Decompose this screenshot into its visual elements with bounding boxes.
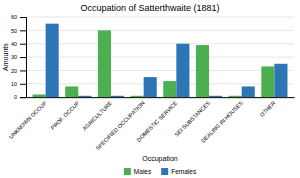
legend-swatch bbox=[124, 168, 131, 175]
bar bbox=[209, 96, 222, 97]
y-tick-label: 40 bbox=[11, 41, 17, 47]
y-axis-title: Amounts bbox=[2, 43, 9, 71]
y-tick-mark bbox=[20, 97, 26, 98]
x-tick: AGRICULTURE bbox=[81, 100, 113, 132]
legend-item: Females bbox=[161, 168, 197, 175]
bar bbox=[176, 44, 189, 97]
plot: 0 10 20 30 40 50 60 UNKNOWN OCCUPPROF. OCCUPAGR… bbox=[8, 14, 295, 151]
bar bbox=[131, 96, 144, 97]
y-tick-mark bbox=[20, 44, 26, 45]
y-tick: 60 bbox=[11, 14, 26, 20]
bar bbox=[274, 64, 287, 97]
legend: Males Females bbox=[124, 168, 197, 175]
x-tick: PROF. OCCUP bbox=[50, 100, 81, 131]
bar bbox=[242, 86, 255, 97]
y-tick: 30 bbox=[11, 54, 26, 60]
bar bbox=[229, 96, 242, 97]
x-tick-label: AGRICULTURE bbox=[81, 100, 113, 132]
grid-line bbox=[26, 17, 294, 18]
chart: Occupation of Satterthwaite (1881) 0 10 20 3… bbox=[0, 0, 300, 178]
grid-line bbox=[26, 43, 294, 44]
grid-line bbox=[26, 70, 294, 71]
x-axis-line bbox=[27, 97, 295, 98]
grid-line bbox=[26, 83, 294, 84]
y-tick-label: 20 bbox=[11, 68, 17, 74]
bar bbox=[46, 24, 59, 97]
bar bbox=[98, 30, 111, 97]
series bbox=[46, 24, 288, 97]
legend-label: Males bbox=[134, 168, 152, 175]
bar bbox=[78, 96, 91, 97]
bar bbox=[144, 77, 157, 97]
bar bbox=[33, 94, 46, 97]
x-tick-label: OTHER bbox=[259, 100, 277, 118]
grid-line bbox=[26, 57, 294, 58]
y-tick: 50 bbox=[11, 28, 26, 34]
x-tick-label: SPECIFIED OCCUPATION bbox=[95, 100, 146, 151]
y-tick-mark bbox=[20, 70, 26, 71]
x-tick: DOMESTIC SERVICE bbox=[136, 100, 179, 143]
y-tick: 20 bbox=[11, 68, 26, 74]
x-axis-title: Occupation bbox=[142, 155, 178, 163]
series bbox=[33, 30, 275, 97]
x-tick-label: DOMESTIC SERVICE bbox=[136, 100, 179, 143]
y-tick: 40 bbox=[11, 41, 26, 47]
legend-item: Males bbox=[124, 168, 152, 175]
x-tick: DEALING IN HOUSES bbox=[200, 100, 244, 144]
bar bbox=[65, 86, 78, 97]
y-tick-label: 50 bbox=[11, 28, 17, 34]
x-tick-label: PROF. OCCUP bbox=[50, 100, 81, 131]
x-tick-label: DEALING IN HOUSES bbox=[200, 100, 244, 144]
legend-swatch bbox=[161, 168, 168, 175]
bars bbox=[33, 24, 288, 97]
y-tick-mark bbox=[20, 57, 26, 58]
grid bbox=[26, 17, 294, 97]
bar bbox=[261, 66, 274, 97]
y-tick-mark bbox=[20, 84, 26, 85]
legend-label: Females bbox=[171, 168, 197, 175]
y-tick: 10 bbox=[11, 81, 26, 87]
x-axis: UNKNOWN OCCUPPROF. OCCUPAGRICULTURESPECI… bbox=[8, 98, 295, 152]
y-tick-label: 10 bbox=[11, 81, 17, 87]
x-tick: SEI SUBSTANCES bbox=[173, 100, 211, 138]
x-tick: OTHER bbox=[259, 100, 277, 118]
bar bbox=[196, 45, 209, 97]
y-tick-label: 30 bbox=[11, 54, 17, 60]
y-tick-label: 0 bbox=[14, 94, 17, 100]
y-tick-mark bbox=[20, 17, 26, 18]
y-axis: 0 10 20 30 40 50 60 bbox=[11, 14, 27, 100]
y-axis-line bbox=[20, 18, 27, 98]
y-tick: 0 bbox=[14, 94, 26, 100]
x-tick: SPECIFIED OCCUPATION bbox=[95, 100, 146, 151]
title: Occupation of Satterthwaite (1881) bbox=[80, 3, 219, 13]
x-tick: UNKNOWN OCCUP bbox=[8, 100, 48, 140]
bar bbox=[163, 81, 176, 97]
y-tick-mark bbox=[20, 30, 26, 31]
bar bbox=[111, 96, 124, 97]
y-tick-label: 60 bbox=[11, 14, 17, 20]
x-tick-label: UNKNOWN OCCUP bbox=[8, 100, 48, 140]
grid-line bbox=[26, 30, 294, 31]
x-tick-label: SEI SUBSTANCES bbox=[173, 100, 211, 138]
